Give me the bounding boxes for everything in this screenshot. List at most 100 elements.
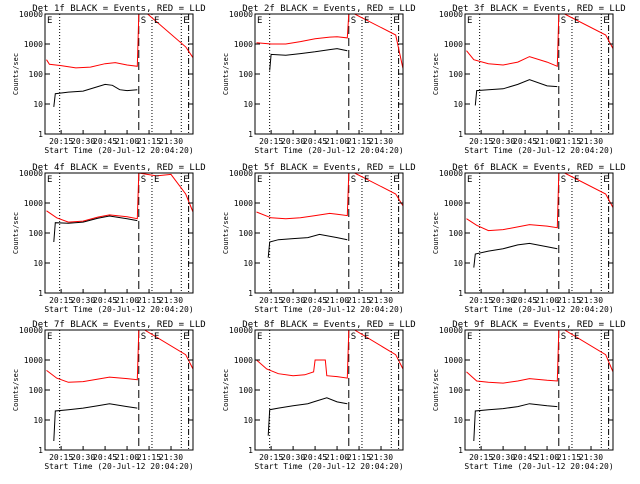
marker-label-e: E [183, 332, 188, 342]
y-tick-label: 10000 [439, 10, 463, 19]
y-tick-label: 100 [449, 386, 464, 395]
y-tick-label: 1 [38, 446, 43, 455]
plot-area [466, 14, 613, 134]
x-axis-label: Start Time (20-Jul-12 20:04:20) [254, 146, 403, 155]
x-axis-label: Start Time (20-Jul-12 20:04:20) [464, 305, 613, 314]
y-axis-label: Counts/sec [432, 369, 440, 411]
y-tick-label: 1 [458, 289, 463, 298]
plot-title: Det 9f BLACK = Events, RED = LLD [452, 320, 625, 330]
x-tick-label: 21:00 [535, 137, 559, 146]
plot-area [46, 330, 193, 450]
marker-label-e: E [154, 175, 159, 185]
x-tick-label: 21:00 [325, 137, 349, 146]
y-tick-label: 1000 [234, 199, 253, 208]
y-tick-label: 10000 [19, 326, 43, 335]
x-tick-label: 20:30 [71, 137, 95, 146]
plot-title: Det 5f BLACK = Events, RED = LLD [242, 163, 415, 173]
y-tick-label: 10000 [19, 169, 43, 178]
x-axis-label: Start Time (20-Jul-12 20:04:20) [464, 146, 613, 155]
y-tick-label: 100 [239, 229, 254, 238]
marker-label-e: E [393, 332, 398, 342]
marker-label-e: E [364, 175, 369, 185]
series-line-lld [256, 330, 403, 379]
x-tick-label: 21:00 [535, 453, 559, 462]
plot-area [46, 14, 193, 134]
series-line-events [473, 242, 558, 268]
y-tick-label: 10 [33, 259, 43, 268]
y-tick-label: 1 [458, 130, 463, 139]
x-tick-label: 21:30 [579, 453, 603, 462]
y-tick-label: 100 [29, 229, 44, 238]
x-tick-label: 20:45 [513, 296, 537, 305]
x-tick-label: 21:00 [535, 296, 559, 305]
series-line-lld [466, 14, 613, 68]
x-tick-label: 20:15 [49, 453, 73, 462]
y-tick-label: 10 [33, 100, 43, 109]
y-tick-label: 1000 [24, 199, 43, 208]
plot-area [466, 173, 613, 293]
plot-frame [464, 13, 614, 135]
x-tick-label: 21:00 [325, 453, 349, 462]
marker-label-s: S [141, 332, 146, 342]
y-tick-label: 1 [38, 289, 43, 298]
y-axis-label: Counts/sec [12, 212, 20, 254]
x-tick-label: 20:45 [303, 137, 327, 146]
y-tick-label: 10 [453, 416, 463, 425]
plot-area [256, 330, 403, 450]
marker-label-e: E [393, 175, 398, 185]
y-tick-label: 1 [248, 130, 253, 139]
x-tick-label: 20:45 [513, 137, 537, 146]
y-tick-label: 1000 [24, 356, 43, 365]
plot-frame [254, 172, 404, 294]
y-tick-label: 10000 [439, 169, 463, 178]
series-line-events [53, 403, 138, 442]
plot-title: Det 1f BLACK = Events, RED = LLD [32, 4, 205, 14]
marker-label-e: E [257, 175, 262, 185]
plot-frame [44, 329, 194, 451]
x-tick-label: 21:15 [347, 453, 371, 462]
x-axis-label: Start Time (20-Jul-12 20:04:20) [254, 305, 403, 314]
plot-title: Det 4f BLACK = Events, RED = LLD [32, 163, 205, 173]
series-line-events [269, 48, 348, 71]
y-tick-label: 1000 [234, 40, 253, 49]
x-tick-label: 20:45 [93, 137, 117, 146]
x-axis-label: Start Time (20-Jul-12 20:04:20) [254, 462, 403, 471]
plot-area [466, 330, 613, 450]
plot-area [256, 173, 403, 293]
marker-label-s: S [561, 332, 566, 342]
marker-label-e: E [467, 175, 472, 185]
y-tick-label: 100 [239, 386, 254, 395]
x-tick-label: 21:15 [557, 453, 581, 462]
marker-label-s: S [351, 16, 356, 26]
x-tick-label: 21:30 [369, 453, 393, 462]
y-axis-label: Counts/sec [222, 53, 230, 95]
y-tick-label: 10 [453, 259, 463, 268]
y-tick-label: 1 [458, 446, 463, 455]
marker-label-e: E [603, 332, 608, 342]
y-tick-label: 100 [29, 386, 44, 395]
marker-label-e: E [257, 332, 262, 342]
y-tick-label: 1 [248, 446, 253, 455]
series-line-lld [256, 173, 403, 220]
y-axis-label: Counts/sec [222, 212, 230, 254]
x-tick-label: 21:15 [137, 453, 161, 462]
marker-label-s: S [141, 175, 146, 185]
marker-label-e: E [393, 16, 398, 26]
y-tick-label: 10 [243, 100, 253, 109]
y-tick-label: 1 [38, 130, 43, 139]
y-axis-label: Counts/sec [432, 212, 440, 254]
plot-area [256, 14, 403, 134]
marker-label-e: E [154, 332, 159, 342]
x-tick-label: 20:45 [513, 453, 537, 462]
x-tick-label: 20:15 [49, 296, 73, 305]
series-line-lld [46, 330, 193, 383]
y-tick-label: 10 [453, 100, 463, 109]
marker-label-e: E [183, 175, 188, 185]
series-line-events [267, 233, 348, 258]
x-tick-label: 20:30 [281, 137, 305, 146]
x-tick-label: 21:30 [369, 137, 393, 146]
x-tick-label: 20:45 [93, 453, 117, 462]
